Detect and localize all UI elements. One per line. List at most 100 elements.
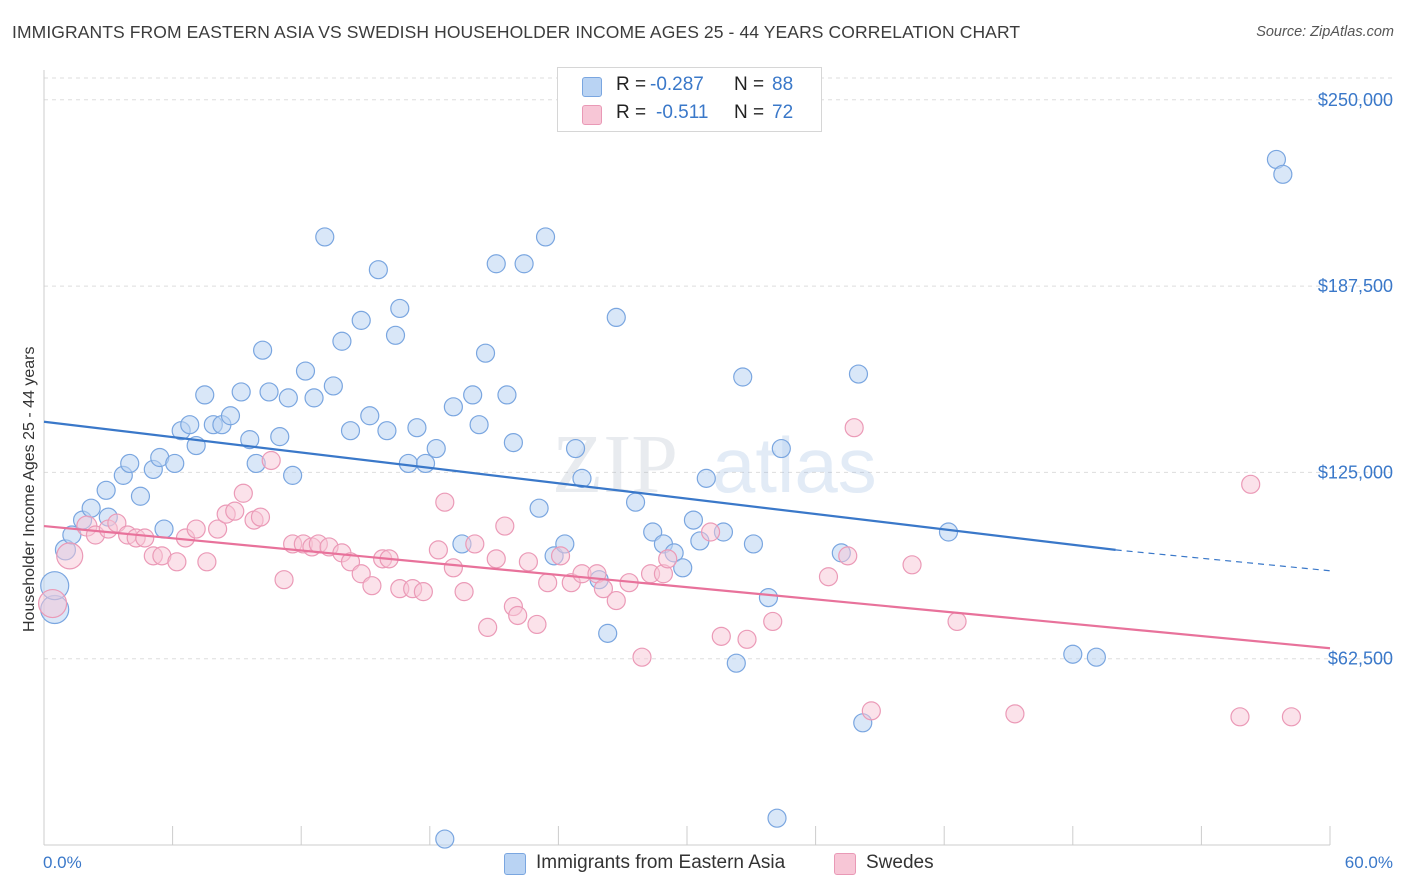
data-point [478, 617, 498, 638]
data-point [696, 468, 716, 488]
data-point [1273, 164, 1293, 184]
data-point [231, 382, 251, 402]
data-point [454, 582, 474, 602]
data-point [340, 552, 361, 572]
data-point [253, 340, 273, 360]
y-axis-label: Householder Income Ages 25 - 44 years [21, 347, 38, 633]
data-point [818, 567, 839, 587]
data-point [130, 486, 151, 506]
data-point [733, 367, 753, 387]
data-point [495, 516, 515, 536]
r-value: -0.511 [656, 102, 709, 123]
data-point [673, 558, 693, 578]
data-point [606, 590, 626, 611]
data-point [56, 542, 84, 570]
data-point [763, 611, 783, 632]
x-tick-marks [172, 826, 1331, 845]
y-tick-label: $125,000 [1318, 462, 1393, 482]
legend-label: Immigrants from Eastern Asia [536, 852, 786, 873]
data-point [135, 528, 155, 548]
data-point [771, 438, 791, 459]
data-point [1241, 474, 1261, 494]
data-point [120, 453, 140, 474]
trend-lines [43, 420, 1331, 650]
data-point [351, 564, 371, 584]
data-point [465, 534, 485, 554]
data-point [233, 483, 253, 503]
data-point [606, 307, 626, 328]
data-point [838, 546, 858, 566]
data-point [195, 385, 215, 405]
data-point [643, 522, 663, 542]
data-point [154, 519, 174, 539]
data-point [428, 540, 448, 560]
chart-title: IMMIGRANTS FROM EASTERN ASIA VS SWEDISH … [12, 22, 1021, 42]
legend-row-swedes: R = -0.511 N = 72 [558, 100, 821, 130]
data-point [726, 653, 746, 673]
legend-label: Swedes [866, 852, 934, 873]
series-legend: Immigrants from Eastern Asia Swedes [0, 852, 1406, 878]
data-point [658, 549, 678, 569]
data-point [475, 343, 496, 363]
data-point [463, 385, 483, 405]
data-point [283, 465, 303, 485]
data-point [572, 468, 592, 488]
data-point [1063, 644, 1083, 664]
data-point [1005, 704, 1025, 724]
data-point [368, 260, 388, 280]
n-value: 72 [772, 102, 794, 123]
gridlines [44, 77, 1395, 660]
data-point [529, 498, 549, 518]
data-point [426, 438, 446, 459]
data-point [486, 549, 506, 569]
data-point [304, 388, 324, 408]
data-point [270, 427, 290, 447]
data-point [96, 480, 116, 500]
data-point [550, 546, 571, 566]
watermark: ZIP atlas [552, 418, 877, 511]
n-label: N = [734, 102, 765, 123]
data-point [197, 552, 217, 572]
legend-swatch-blue [504, 853, 526, 875]
legend-swatch-blue [582, 77, 602, 97]
data-point [535, 227, 556, 247]
r-label: R = [616, 74, 647, 95]
data-point [938, 522, 959, 542]
data-point [844, 418, 864, 438]
data-point [220, 406, 241, 426]
data-point [711, 626, 731, 646]
data-point [514, 254, 534, 274]
r-label: R = [616, 102, 647, 123]
trend-line [43, 420, 1116, 551]
data-point [165, 453, 185, 474]
data-point [598, 623, 618, 643]
x-tick-label-min: 0.0% [43, 853, 82, 872]
y-tick-label: $250,000 [1318, 90, 1393, 110]
data-point [527, 614, 547, 635]
data-point [700, 522, 721, 542]
data-point [407, 418, 427, 438]
data-point [632, 647, 652, 667]
data-point [240, 430, 260, 450]
data-point [385, 325, 406, 345]
data-point [167, 552, 187, 572]
data-point [683, 510, 704, 530]
legend-swatch-pink [834, 853, 856, 875]
data-point [508, 605, 528, 626]
data-point [315, 227, 335, 247]
data-point [1281, 707, 1302, 727]
y-tick-label: $62,500 [1328, 649, 1393, 669]
data-point [538, 573, 558, 593]
stats-legend: R = -0.287 N = 88 R = -0.511 N = 72 [557, 67, 822, 132]
data-point [37, 588, 68, 619]
data-point [435, 829, 455, 849]
data-point [758, 587, 779, 608]
data-point [1086, 647, 1106, 667]
data-point [362, 576, 382, 596]
data-point [377, 421, 397, 441]
n-value: 88 [772, 74, 794, 95]
data-point [332, 331, 352, 351]
data-point [848, 364, 869, 384]
data-point [390, 298, 410, 319]
